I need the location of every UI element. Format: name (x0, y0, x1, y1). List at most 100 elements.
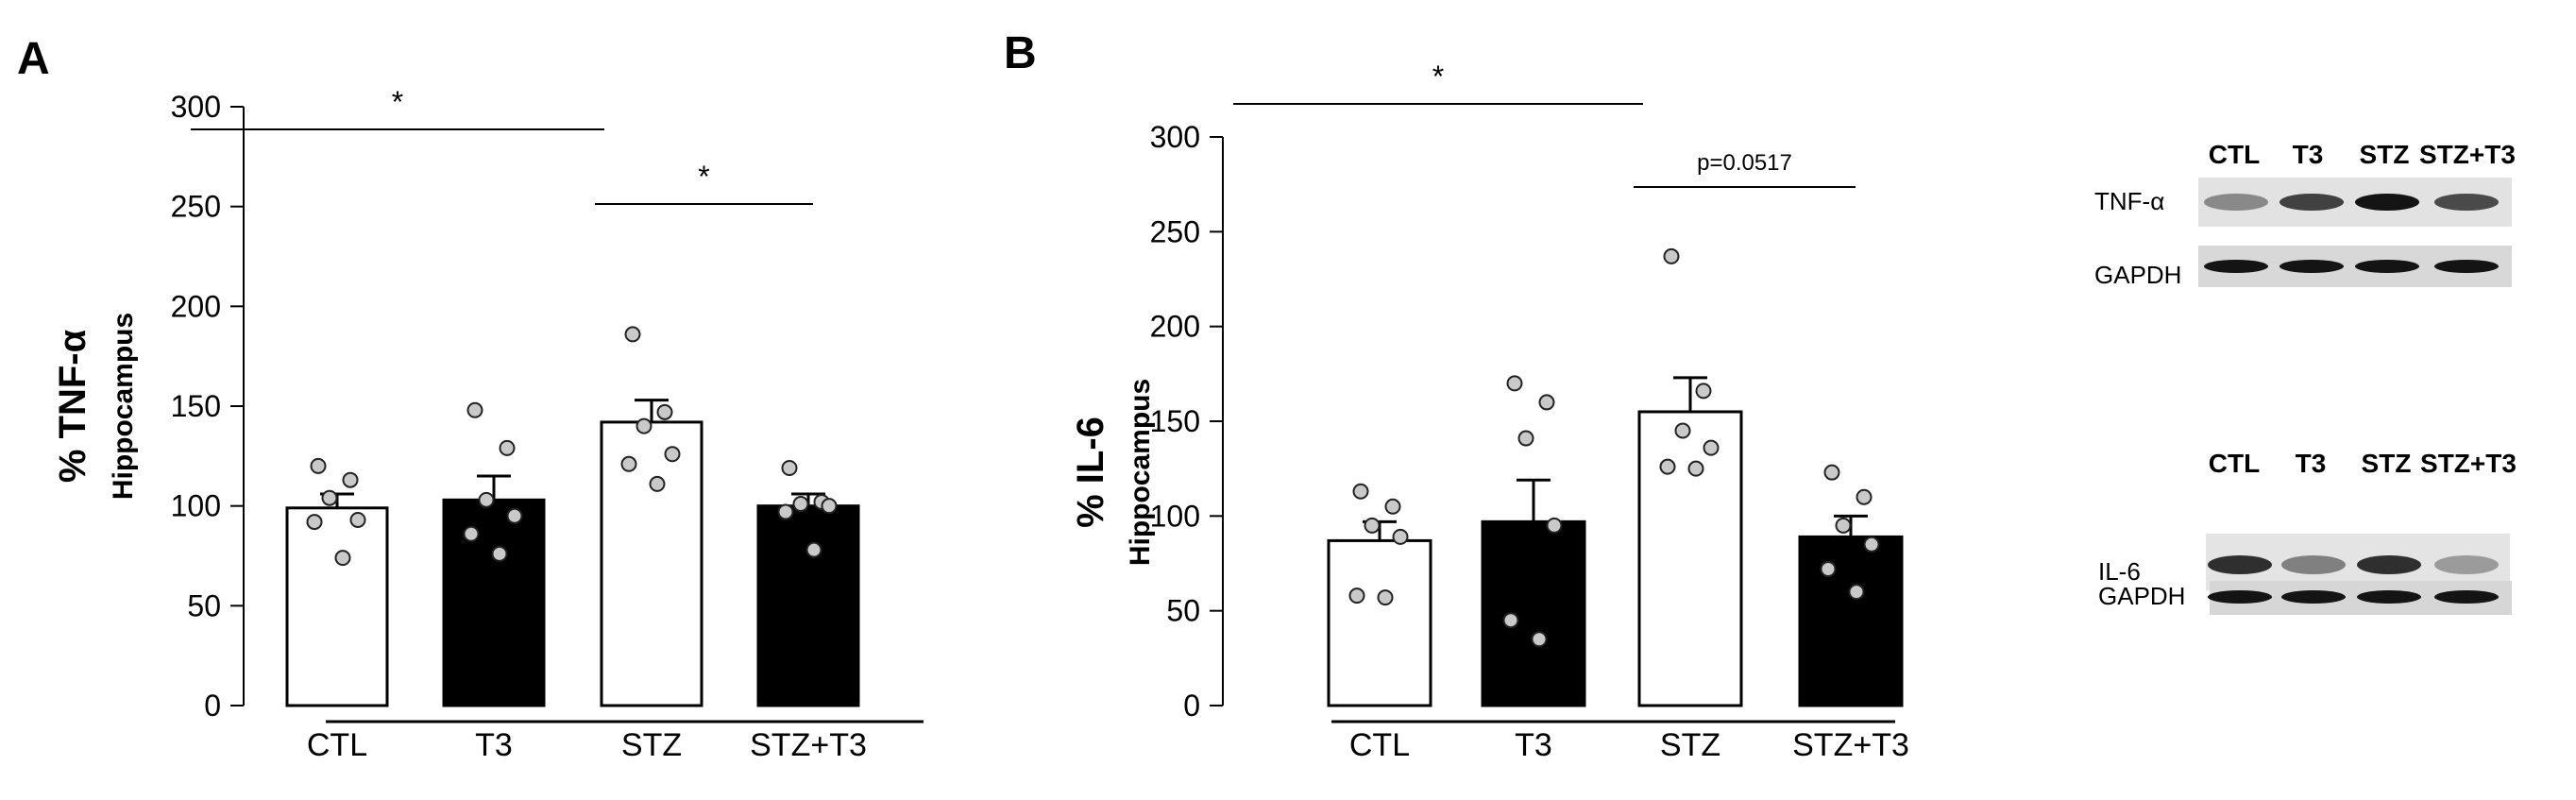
data-point (805, 541, 822, 558)
y-tick-label: 100 (1150, 499, 1200, 533)
y-tick-label: 50 (1166, 594, 1200, 628)
blot-band (2281, 555, 2346, 574)
data-point (499, 439, 516, 456)
data-point (1820, 561, 1837, 578)
data-point (1823, 464, 1840, 481)
blot-2-gapdh-label: GAPDH (2098, 582, 2185, 610)
panel-a-ylabel-sub: Hippocampus (108, 313, 139, 500)
data-point (1517, 430, 1534, 447)
blot-band (2434, 555, 2499, 574)
data-point (1863, 536, 1880, 553)
y-tick-label: 300 (171, 90, 221, 124)
x-tick-label: STZ+T3 (750, 727, 867, 763)
data-point (1687, 460, 1704, 477)
blot-band (2357, 555, 2421, 574)
data-point (1506, 375, 1523, 392)
bar-ctl (285, 506, 389, 707)
blot-1-gapdh-label: GAPDH (2094, 261, 2181, 289)
data-point (821, 498, 838, 515)
western-blot-il6: CTL T3 STZ STZ+T3 IL-6 GAPDH (2098, 449, 2517, 615)
y-tick-label: 0 (1183, 689, 1200, 723)
blot-band (2281, 590, 2346, 604)
x-tick-label: T3 (1515, 727, 1552, 763)
significance-label: p=0.0517 (1697, 150, 1792, 176)
data-point (1695, 383, 1712, 400)
data-point (463, 525, 480, 542)
blot-lane-header: STZ+T3 (2419, 140, 2516, 169)
blot-band (2434, 260, 2499, 273)
blot-band (2279, 194, 2344, 211)
data-point (792, 496, 809, 513)
panel-b-ylabel-sub: Hippocampus (1125, 379, 1156, 566)
bar-ctl (1327, 538, 1432, 707)
data-point (1531, 631, 1548, 648)
blot-lane-header: STZ (2360, 140, 2410, 169)
blot-band (2204, 194, 2268, 211)
data-point (306, 514, 323, 531)
x-tick-label: STZ (621, 727, 682, 763)
data-point (1835, 517, 1852, 534)
data-point (649, 475, 666, 492)
data-point (781, 460, 798, 477)
y-tick-label: 250 (171, 190, 221, 224)
data-point (1674, 422, 1691, 439)
data-point (321, 489, 338, 506)
panel-b-letter: B (1004, 28, 1037, 78)
data-point (478, 491, 495, 508)
data-point (1348, 587, 1365, 604)
blot-band (2434, 590, 2499, 604)
data-point (334, 550, 351, 567)
data-point (1538, 394, 1555, 411)
data-point (636, 417, 652, 434)
y-tick-label: 0 (204, 689, 221, 723)
y-tick-label: 50 (187, 588, 221, 622)
y-tick-label: 100 (171, 489, 221, 523)
data-point (1848, 584, 1865, 601)
blot-band (2355, 260, 2419, 273)
data-point (1377, 589, 1394, 606)
panel-b-ylabel-main: % IL-6 (1070, 417, 1111, 528)
data-point (466, 401, 483, 418)
bar-stz (600, 420, 703, 707)
y-tick-label: 300 (1150, 120, 1200, 154)
blot-band (2204, 260, 2268, 273)
panel-a-letter: A (17, 34, 50, 84)
data-point (342, 471, 359, 488)
data-point (1856, 488, 1873, 505)
blot-lane-header: T3 (2296, 449, 2327, 478)
x-tick-label: STZ+T3 (1792, 727, 1909, 763)
x-tick-label: STZ (1660, 727, 1720, 763)
data-point (1659, 458, 1676, 475)
y-tick-label: 150 (171, 389, 221, 423)
blot-band (2279, 260, 2344, 273)
x-tick-label: CTL (1349, 727, 1410, 763)
data-point (620, 455, 637, 472)
data-point (1502, 612, 1519, 629)
significance-label: * (698, 160, 709, 194)
data-point (1703, 439, 1720, 456)
panel-a-ylabel-main: % TNF-α (52, 329, 93, 483)
y-tick-label: 200 (171, 289, 221, 323)
western-blot-tnf: CTL T3 STZ STZ+T3 TNF-α GAPDH (2094, 140, 2516, 289)
blot-2-row-label: IL-6 (2098, 557, 2141, 586)
blot-band (2355, 194, 2419, 211)
data-point (491, 545, 508, 562)
data-point (1364, 517, 1381, 534)
data-point (1546, 517, 1563, 534)
bar-stz-t3 (1798, 535, 1904, 707)
y-tick-label: 250 (1150, 214, 1200, 248)
chart-tnf-alpha: 0 50 100 150 200 250 300 CTL T3 STZ STZ+T3 * * (171, 85, 924, 763)
significance-label: * (392, 85, 403, 119)
data-point (656, 403, 673, 420)
bar-stz-t3 (756, 504, 860, 707)
bar-stz (1637, 410, 1743, 707)
blot-lane-header: T3 (2293, 140, 2324, 169)
data-point (506, 507, 523, 524)
blot-lane-header: CTL (2209, 140, 2260, 169)
blot-lane-header: STZ+T3 (2420, 449, 2517, 478)
blot-band (2357, 590, 2421, 604)
data-point (1384, 498, 1401, 515)
bar-t3 (1481, 519, 1586, 707)
x-tick-label: CTL (307, 727, 367, 763)
